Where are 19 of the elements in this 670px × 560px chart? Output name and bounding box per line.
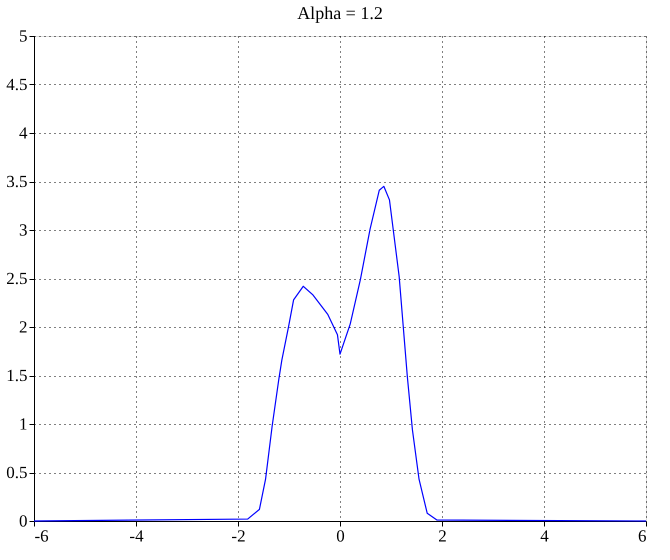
y-tick-label: 3 <box>19 220 28 240</box>
y-tick-label: 0.5 <box>6 463 28 482</box>
y-tick-label: 4 <box>19 124 28 142</box>
x-tick-label: 4 <box>540 526 550 546</box>
y-tick-label: 5 <box>19 26 28 46</box>
x-tick-label: -2 <box>231 526 246 546</box>
x-tick-label: 0 <box>336 526 345 546</box>
y-tick-label: 3.5 <box>6 172 28 191</box>
y-tick-label: 1 <box>19 414 28 434</box>
x-tick-label: -4 <box>129 526 144 546</box>
x-tick-label: 2 <box>438 526 447 546</box>
x-tick-label: -6 <box>34 526 49 546</box>
y-tick-label: 2 <box>19 318 28 336</box>
y-tick-label: 0 <box>19 512 28 530</box>
y-tick-label: 2.5 <box>6 269 28 288</box>
y-tick-label: 1.5 <box>6 366 28 385</box>
chart-title: Alpha = 1.2 <box>297 3 383 23</box>
y-tick-label: 4.5 <box>6 75 28 94</box>
x-tick-label: 6 <box>638 526 646 546</box>
